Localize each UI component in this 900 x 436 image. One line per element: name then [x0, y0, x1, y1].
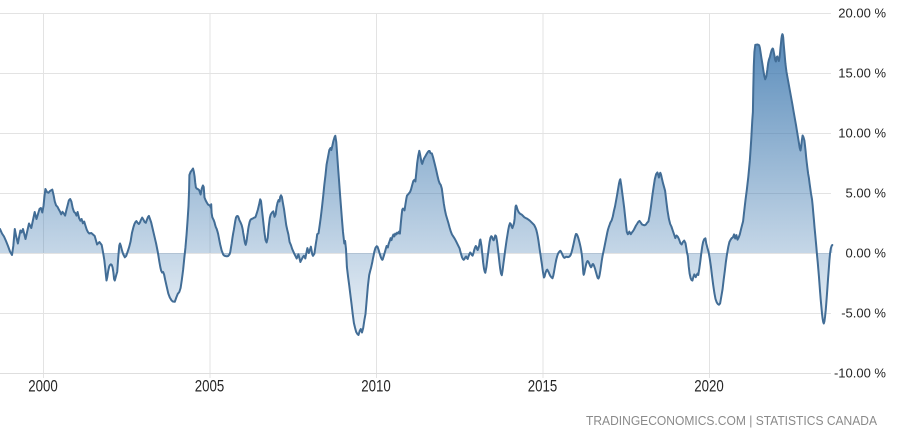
svg-text:2000: 2000 — [28, 378, 58, 396]
svg-text:2015: 2015 — [528, 378, 558, 396]
svg-text:TRADINGECONOMICS.COM | STATIST: TRADINGECONOMICS.COM | STATISTICS CANADA — [586, 414, 878, 428]
svg-text:2020: 2020 — [694, 378, 724, 396]
svg-text:-10.00 %: -10.00 % — [834, 366, 886, 381]
svg-text:10.00 %: 10.00 % — [838, 126, 886, 141]
svg-text:2010: 2010 — [361, 378, 391, 396]
svg-text:15.00 %: 15.00 % — [838, 66, 886, 81]
svg-text:2005: 2005 — [195, 378, 225, 396]
svg-text:20.00 %: 20.00 % — [838, 6, 886, 21]
svg-text:5.00 %: 5.00 % — [846, 186, 887, 201]
svg-text:0.00 %: 0.00 % — [846, 246, 887, 261]
svg-text:-5.00 %: -5.00 % — [841, 306, 886, 321]
